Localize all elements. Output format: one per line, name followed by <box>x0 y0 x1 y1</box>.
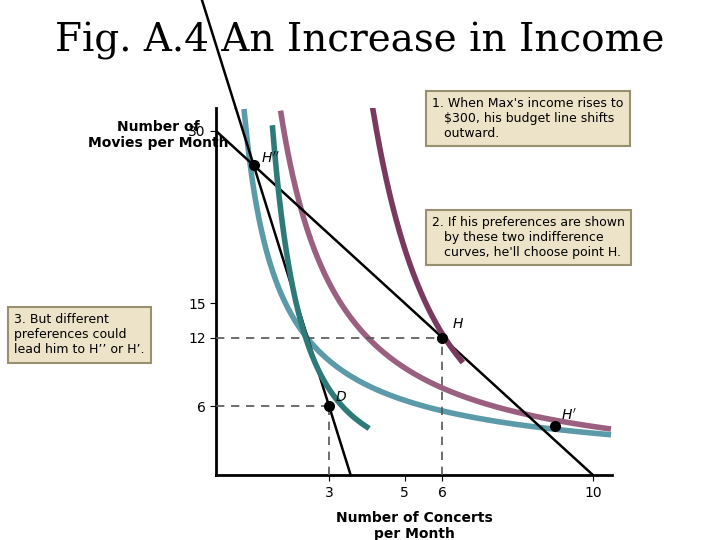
Text: 2. If his preferences are shown
   by these two indifference
   curves, he'll ch: 2. If his preferences are shown by these… <box>432 216 625 259</box>
Text: Fig. A.4 An Increase in Income: Fig. A.4 An Increase in Income <box>55 22 665 59</box>
Text: Number of
Movies per Month: Number of Movies per Month <box>88 120 229 150</box>
Text: $H'$: $H'$ <box>561 408 577 423</box>
Text: 1. When Max's income rises to
   $300, his budget line shifts
   outward.: 1. When Max's income rises to $300, his … <box>432 97 624 140</box>
X-axis label: Number of Concerts
per Month: Number of Concerts per Month <box>336 511 492 540</box>
Text: $H''$: $H''$ <box>261 151 280 166</box>
Text: 3. But different
preferences could
lead him to H’’ or H’.: 3. But different preferences could lead … <box>14 313 145 356</box>
Text: $D$: $D$ <box>335 390 347 403</box>
Text: $H$: $H$ <box>451 318 464 332</box>
